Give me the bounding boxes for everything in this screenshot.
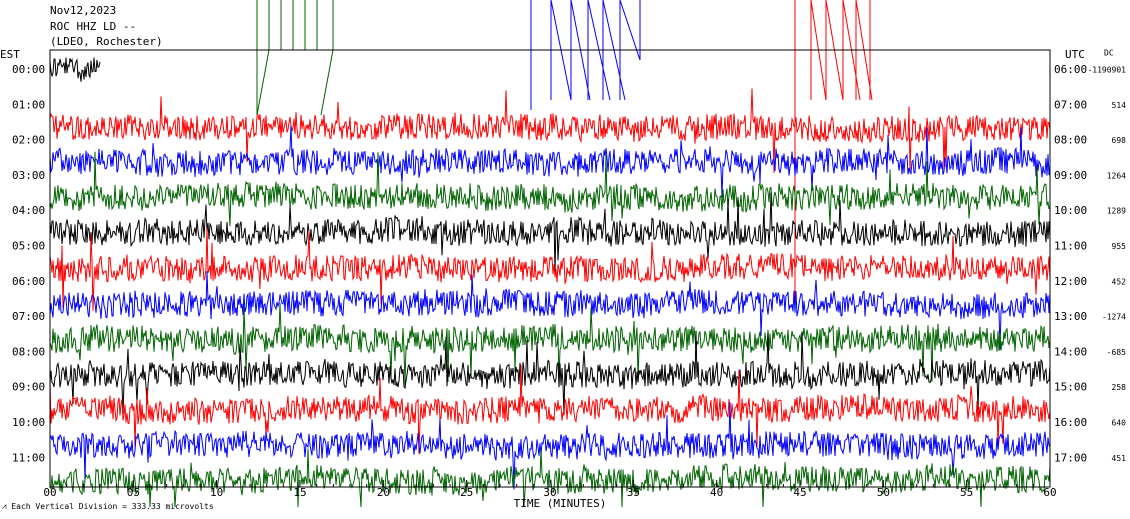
dc-value: 1264 — [1107, 171, 1126, 180]
footer: ⩘ Each Vertical Division = 333.33 microv… — [2, 502, 214, 511]
calibration-marker — [530, 0, 641, 110]
trace — [49, 330, 1051, 416]
utc-label: 08:00 — [1054, 134, 1087, 147]
dc-label: DC — [1104, 49, 1114, 58]
utc-label: 15:00 — [1054, 381, 1087, 394]
utc-label: 10:00 — [1054, 204, 1087, 217]
utc-label: 06:00 — [1054, 63, 1087, 76]
trace — [49, 402, 1051, 490]
right-axis-label: UTC — [1065, 48, 1085, 61]
utc-label: 09:00 — [1054, 169, 1087, 182]
dc-value: 955 — [1112, 242, 1127, 251]
utc-label: 13:00 — [1054, 310, 1087, 323]
x-tick-label: 10 — [210, 486, 223, 499]
trace — [49, 271, 1051, 350]
traces — [49, 57, 1051, 508]
dc-value: 452 — [1112, 277, 1127, 286]
dc-value: 514 — [1112, 101, 1127, 110]
x-axis-label: TIME (MINUTES) — [514, 497, 607, 510]
x-tick-label: 40 — [710, 486, 723, 499]
x-tick-label: 30 — [543, 486, 556, 499]
dc-value: -1274 — [1102, 313, 1126, 322]
est-label: 00:00 — [12, 63, 45, 76]
est-label: 02:00 — [12, 134, 45, 147]
footer-text: Each Vertical Division = 333.33 microvol… — [11, 502, 213, 511]
trace — [49, 364, 1051, 455]
est-label: 04:00 — [12, 204, 45, 217]
x-tick-label: 00 — [43, 486, 56, 499]
est-label: 08:00 — [12, 345, 45, 358]
left-axis-label: EST — [0, 48, 20, 61]
utc-label: 07:00 — [1054, 98, 1087, 111]
est-label: 05:00 — [12, 240, 45, 253]
dc-value: 640 — [1112, 419, 1127, 428]
title-line: Nov12,2023 — [50, 4, 116, 17]
dc-value: 451 — [1112, 454, 1127, 463]
x-tick-label: 05 — [127, 486, 140, 499]
x-tick-label: 25 — [460, 486, 473, 499]
utc-label: 14:00 — [1054, 345, 1087, 358]
trace — [49, 192, 1051, 275]
utc-label: 16:00 — [1054, 416, 1087, 429]
dc-value: -685 — [1107, 348, 1126, 357]
est-label: 10:00 — [12, 416, 45, 429]
utc-label: 11:00 — [1054, 240, 1087, 253]
trace — [49, 125, 1051, 198]
x-tick-label: 20 — [377, 486, 390, 499]
dc-value: 698 — [1112, 136, 1127, 145]
trace — [49, 57, 101, 82]
est-label: 07:00 — [12, 310, 45, 323]
calibration-marker — [256, 0, 334, 116]
utc-label: 17:00 — [1054, 451, 1087, 464]
dc-value: 258 — [1112, 383, 1127, 392]
est-label: 06:00 — [12, 275, 45, 288]
x-tick-label: 55 — [960, 486, 973, 499]
est-label: 11:00 — [12, 451, 45, 464]
trace — [49, 88, 1051, 173]
est-label: 09:00 — [12, 381, 45, 394]
calibration-marker — [794, 0, 873, 300]
title-line: (LDEO, Rochester) — [50, 35, 163, 48]
est-label: 03:00 — [12, 169, 45, 182]
x-tick-label: 45 — [793, 486, 806, 499]
x-tick-label: 50 — [877, 486, 890, 499]
trace — [49, 302, 1051, 385]
plot-frame — [49, 49, 1051, 488]
utc-label: 12:00 — [1054, 275, 1087, 288]
trace — [49, 227, 1051, 311]
dc-value: 1289 — [1107, 207, 1126, 216]
trace — [49, 151, 1051, 227]
x-tick-label: 15 — [293, 486, 306, 499]
x-tick-label: 60 — [1043, 486, 1056, 499]
x-tick-label: 35 — [627, 486, 640, 499]
title-line: ROC HHZ LD -- — [50, 20, 136, 33]
dc-value: -1190901 — [1087, 66, 1126, 75]
est-label: 01:00 — [12, 98, 45, 111]
